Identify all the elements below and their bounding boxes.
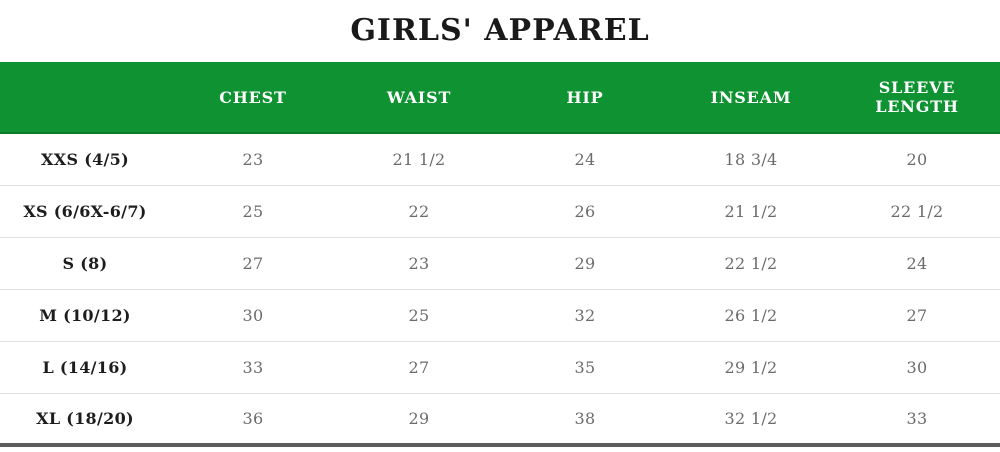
row-label: L (14/16) [42,357,128,377]
cell-hip: 24 [574,149,596,169]
cell-inseam: 22 1/2 [724,253,778,273]
header-cell-chest: CHEST [170,62,336,134]
title-bar: GIRLS' APPAREL [0,0,1000,62]
row-label: XS (6/6X-6/7) [23,201,147,221]
cell-waist: 22 [408,201,430,221]
cell-sleeve-length: 33 [906,408,928,428]
cell-waist: 21 1/2 [392,149,446,169]
cell-hip: 35 [574,357,596,377]
cell-inseam: 32 1/2 [724,408,778,428]
cell-waist: 27 [408,357,430,377]
cell-sleeve-length: 27 [906,305,928,325]
header-cell-sleeve-length: SLEEVE LENGTH [834,62,1000,134]
cell-inseam: 29 1/2 [724,357,778,377]
table-row-m: M (10/12) 30 25 32 26 1/2 27 [0,289,1000,341]
cell-chest: 23 [242,149,264,169]
cell-chest: 27 [242,253,264,273]
table-row-l: L (14/16) 33 27 35 29 1/2 30 [0,341,1000,393]
cell-sleeve-length: 30 [906,357,928,377]
header-cell-empty [0,62,170,134]
cell-sleeve-length: 20 [906,149,928,169]
header-cell-waist: WAIST [336,62,502,134]
table-body: XXS (4/5) 23 21 1/2 24 18 3/4 20 XS (6/6… [0,133,1000,445]
table-row-s: S (8) 27 23 29 22 1/2 24 [0,237,1000,289]
table-row-xl: XL (18/20) 36 29 38 32 1/2 33 [0,393,1000,445]
cell-chest: 33 [242,357,264,377]
row-label: XXS (4/5) [41,149,129,169]
cell-inseam: 26 1/2 [724,305,778,325]
cell-waist: 29 [408,408,430,428]
size-chart-table: CHEST WAIST HIP INSEAM SLEEVE LENGTH XXS… [0,62,1000,447]
cell-hip: 32 [574,305,596,325]
cell-inseam: 21 1/2 [724,201,778,221]
row-label: S (8) [62,253,108,273]
cell-waist: 25 [408,305,430,325]
row-label: XL (18/20) [36,408,134,428]
header-cell-hip: HIP [502,62,668,134]
cell-chest: 30 [242,305,264,325]
header-row: CHEST WAIST HIP INSEAM SLEEVE LENGTH [0,62,1000,134]
cell-chest: 25 [242,201,264,221]
cell-chest: 36 [242,408,264,428]
cell-hip: 29 [574,253,596,273]
cell-sleeve-length: 22 1/2 [890,201,944,221]
table-row-xxs: XXS (4/5) 23 21 1/2 24 18 3/4 20 [0,133,1000,185]
cell-inseam: 18 3/4 [724,149,778,169]
cell-sleeve-length: 24 [906,253,928,273]
cell-hip: 38 [574,408,596,428]
row-label: M (10/12) [39,305,131,325]
header-cell-inseam: INSEAM [668,62,834,134]
table-header: CHEST WAIST HIP INSEAM SLEEVE LENGTH [0,62,1000,134]
cell-waist: 23 [408,253,430,273]
page-title: GIRLS' APPAREL [350,13,650,48]
table-row-xs: XS (6/6X-6/7) 25 22 26 21 1/2 22 1/2 [0,185,1000,237]
cell-hip: 26 [574,201,596,221]
